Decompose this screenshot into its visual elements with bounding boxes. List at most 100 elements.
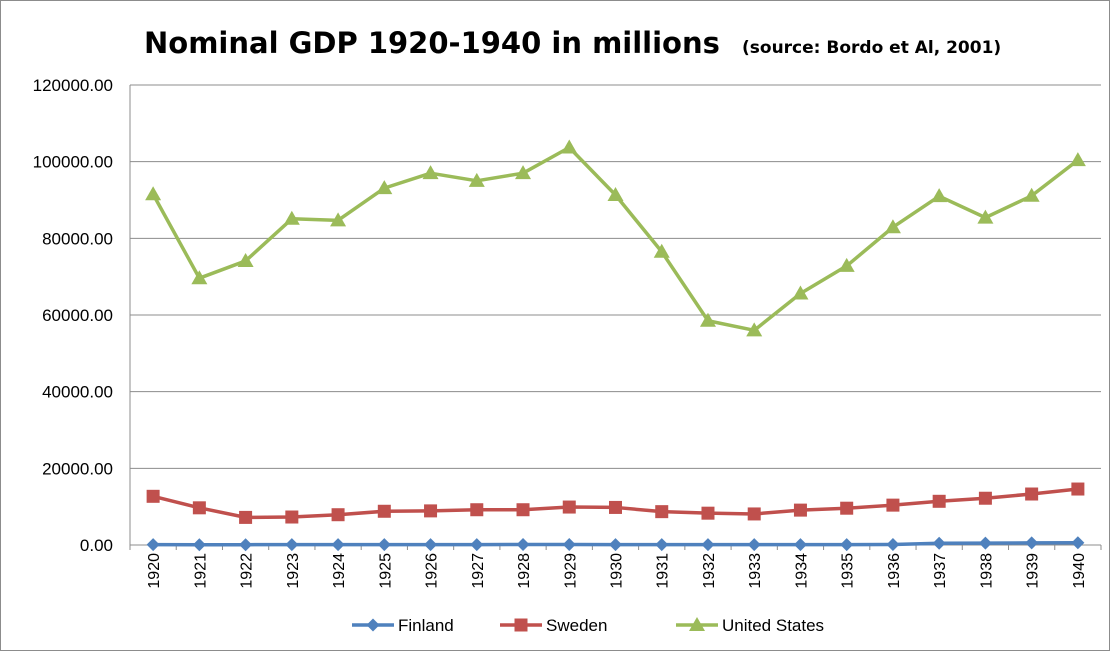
data-point-united-states [283, 210, 300, 225]
data-point-sweden [377, 504, 391, 518]
data-point-sweden [655, 505, 669, 519]
data-point-finland [516, 538, 530, 552]
data-point-united-states [191, 270, 208, 285]
data-point-sweden [331, 508, 345, 522]
data-point-sweden [1025, 487, 1039, 501]
data-point-united-states [1023, 187, 1040, 202]
x-tick-label: 1923 [285, 553, 302, 589]
data-point-finland [886, 538, 900, 552]
x-tick-label: 1934 [793, 553, 810, 589]
data-point-united-states [237, 252, 254, 267]
data-point-united-states [792, 285, 809, 300]
data-point-sweden [146, 489, 160, 503]
series-line-united-states [151, 145, 1079, 333]
chart-title-main: Nominal GDP 1920-1940 in millions [144, 26, 720, 60]
data-point-finland [377, 538, 391, 552]
x-tick-label: 1927 [470, 553, 487, 589]
data-point-sweden [840, 501, 854, 515]
data-point-sweden [886, 498, 900, 512]
chart-title: Nominal GDP 1920-1940 in millions (sourc… [144, 26, 1001, 60]
legend-item-sweden: Sweden [500, 616, 607, 635]
data-point-sweden [978, 491, 992, 505]
data-point-sweden [609, 500, 622, 514]
x-tick-label: 1932 [701, 553, 718, 589]
x-tick-label: 1921 [192, 553, 209, 589]
data-point-finland [562, 538, 576, 552]
data-point-finland [146, 538, 160, 552]
data-point-united-states [1069, 152, 1086, 167]
y-tick-label: 80000.00 [42, 229, 113, 248]
x-tick-label: 1924 [331, 553, 348, 589]
legend-label-finland: Finland [398, 616, 454, 635]
data-point-finland [978, 536, 992, 550]
data-point-sweden [562, 500, 576, 514]
data-point-sweden [932, 494, 946, 508]
x-tick-label: 1938 [978, 553, 995, 589]
data-point-united-states [884, 219, 901, 234]
data-point-united-states [330, 212, 347, 227]
data-point-sweden [192, 501, 206, 515]
data-point-united-states [653, 243, 670, 258]
x-tick-label: 1928 [516, 553, 533, 589]
legend-marker-united-states [689, 617, 705, 631]
x-tick-label: 1926 [424, 553, 441, 589]
y-tick-label: 0.00 [80, 536, 113, 555]
legend-label-sweden: Sweden [546, 616, 607, 635]
data-point-sweden [747, 507, 761, 521]
data-point-finland [1025, 536, 1039, 550]
y-tick-label: 100000.00 [33, 153, 113, 172]
legend-item-united-states: United States [676, 616, 824, 635]
x-tick-label: 1931 [655, 553, 672, 589]
data-point-sweden [239, 510, 253, 524]
y-tick-label: 40000.00 [42, 383, 113, 402]
series-united-states [145, 139, 1086, 337]
y-tick-label: 120000.00 [33, 76, 113, 95]
legend: Finland Sweden United States [352, 616, 824, 635]
data-point-finland [747, 538, 761, 552]
x-tick-label: 1925 [377, 553, 394, 589]
data-point-united-states [607, 187, 624, 202]
x-tick-label: 1930 [609, 553, 626, 589]
x-tick-label: 1935 [840, 553, 857, 589]
data-point-finland [239, 538, 253, 552]
data-point-finland [285, 538, 299, 552]
data-point-united-states [699, 312, 716, 327]
data-point-finland [1071, 536, 1085, 550]
x-tick-label: 1939 [1025, 553, 1042, 589]
x-tick-label: 1922 [239, 553, 256, 589]
data-point-sweden [285, 510, 299, 524]
data-point-united-states [838, 257, 855, 272]
data-point-finland [655, 538, 669, 552]
data-point-united-states [468, 172, 485, 187]
data-point-united-states [746, 322, 763, 337]
y-tick-label: 60000.00 [42, 306, 113, 325]
axes [129, 85, 1102, 550]
data-point-united-states [561, 139, 578, 154]
data-point-sweden [424, 504, 438, 518]
series-sweden [146, 482, 1085, 524]
data-point-sweden [516, 503, 530, 517]
data-point-finland [932, 536, 946, 550]
data-point-finland [701, 538, 715, 552]
gridlines [130, 84, 1101, 469]
data-point-finland [424, 538, 438, 552]
series-finland [146, 536, 1085, 552]
legend-marker-sweden [514, 618, 528, 632]
data-point-finland [840, 538, 854, 552]
legend-item-finland: Finland [352, 616, 454, 635]
legend-marker-finland [366, 618, 380, 632]
data-point-sweden [470, 503, 484, 517]
data-point-united-states [145, 186, 162, 201]
data-point-sweden [1071, 482, 1085, 496]
data-point-finland [793, 538, 807, 552]
series-lines [145, 139, 1086, 552]
x-tick-label: 1933 [747, 553, 764, 589]
x-tick-labels: 1920 1921 1922 1923 1924 1925 1926 1927 1928 1929… [146, 553, 1088, 589]
data-point-united-states [931, 188, 948, 203]
data-point-united-states [977, 209, 994, 224]
x-tick-label: 1936 [886, 553, 903, 589]
data-point-united-states [376, 180, 393, 195]
x-tick-label: 1929 [562, 553, 579, 589]
